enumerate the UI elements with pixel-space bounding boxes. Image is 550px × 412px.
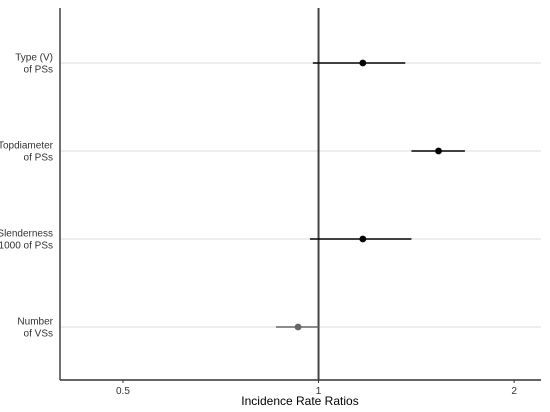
term-label-line: Topdiameter <box>0 141 54 152</box>
term-label-line: of PSs <box>24 65 53 76</box>
x-tick-label: 0.5 <box>116 386 130 397</box>
term-label-line: Slenderness <box>0 229 53 240</box>
x-tick-labels: 0.5 1 2 <box>116 386 517 397</box>
term-label: Number of VSs <box>17 317 53 340</box>
point-estimate <box>294 323 302 331</box>
x-axis-title: Incidence Rate Ratios <box>241 394 358 408</box>
axes <box>59 8 541 383</box>
term-label: Topdiameter of PSs <box>0 141 54 164</box>
point-estimate <box>435 147 442 155</box>
gridlines <box>60 62 541 328</box>
term-label-line: 1000 of PSs <box>0 241 53 252</box>
x-tick-label: 2 <box>511 386 517 397</box>
term-label-line: of PSs <box>24 153 53 164</box>
term-label: Type (V) of PSs <box>15 53 53 76</box>
term-label-line: Number <box>17 317 53 328</box>
term-label-line: Type (V) <box>15 53 53 64</box>
confidence-intervals <box>275 62 465 328</box>
point-estimates <box>294 59 442 331</box>
term-label-line: of VSs <box>24 329 53 340</box>
term-label: Slenderness 1000 of PSs <box>0 229 53 252</box>
point-estimate <box>359 235 367 243</box>
x-tick-label: 1 <box>316 386 322 397</box>
point-estimate <box>359 59 367 67</box>
